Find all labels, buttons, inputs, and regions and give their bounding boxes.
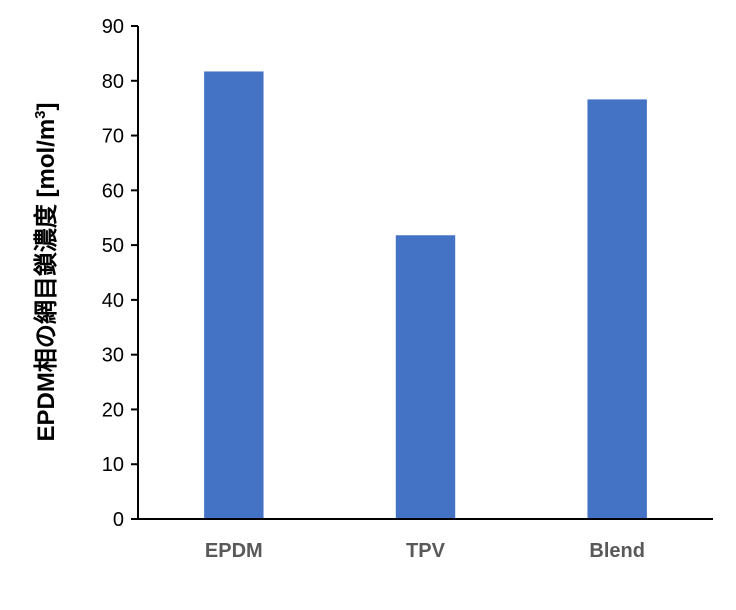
y-tick-label: 50 — [102, 235, 124, 257]
y-tick-label: 80 — [102, 71, 124, 93]
y-axis-label-suffix: ] — [33, 102, 60, 110]
y-axis-label-superscript: 3 — [32, 110, 49, 118]
y-tick-label: 0 — [113, 509, 124, 531]
bar-epdm — [204, 71, 264, 520]
x-category-label: Blend — [589, 540, 645, 562]
axes-group — [137, 26, 713, 520]
y-tick-label: 70 — [102, 126, 124, 148]
bar-blend — [587, 99, 647, 519]
y-tick-label: 40 — [102, 290, 124, 312]
x-category-label: TPV — [406, 540, 446, 562]
x-category-label: EPDM — [205, 540, 263, 562]
y-ticks-group: 0 10 20 30 40 50 60 70 80 90 — [102, 16, 138, 531]
y-tick-label: 20 — [102, 399, 124, 421]
bars-group — [204, 71, 647, 520]
x-labels-group: EPDM TPV Blend — [205, 540, 645, 562]
bar-tpv — [395, 235, 456, 520]
y-tick-label: 90 — [102, 16, 124, 38]
y-axis-label-main: EPDM相の網目鎖濃度 [mol/m — [32, 119, 60, 442]
y-tick-label: 60 — [102, 180, 124, 202]
y-axis-label: EPDM相の網目鎖濃度 [mol/m3] — [32, 102, 60, 441]
y-tick-label: 30 — [102, 345, 124, 367]
y-tick-label: 10 — [102, 454, 124, 476]
